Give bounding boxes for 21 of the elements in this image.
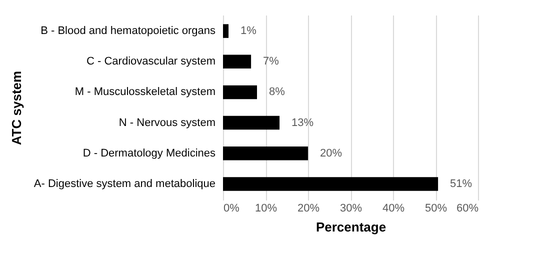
data-label: 20% bbox=[320, 147, 342, 160]
x-tick-label: 40% bbox=[382, 202, 405, 214]
data-label: 13% bbox=[292, 116, 314, 129]
data-label: 7% bbox=[263, 56, 280, 68]
x-tick-label: 50% bbox=[424, 202, 448, 214]
x-tick-label: 10% bbox=[254, 202, 278, 214]
data-label: 8% bbox=[269, 86, 286, 98]
data-label: 1% bbox=[240, 25, 257, 38]
data-label: 51% bbox=[450, 178, 472, 190]
x-tick-label: 30% bbox=[340, 202, 362, 214]
y-tick-label: N - Nervous system bbox=[118, 116, 216, 129]
y-tick-label: C - Cardiovascular system bbox=[86, 56, 216, 68]
x-axis-title: Percentage bbox=[316, 220, 386, 234]
x-tick-label: 0% bbox=[224, 202, 240, 214]
y-tick-label: B - Blood and hematopoietic organs bbox=[40, 25, 216, 38]
x-tick-label: 20% bbox=[297, 202, 320, 214]
y-tick-label: A- Digestive system and metabolique bbox=[34, 178, 216, 190]
y-axis-title: ATC system bbox=[8, 70, 24, 146]
x-tick-label: 60% bbox=[456, 202, 479, 214]
y-tick-label: D - Dermatology Medicines bbox=[82, 147, 216, 160]
y-tick-label: M - Musculosskeletal system bbox=[74, 86, 216, 98]
